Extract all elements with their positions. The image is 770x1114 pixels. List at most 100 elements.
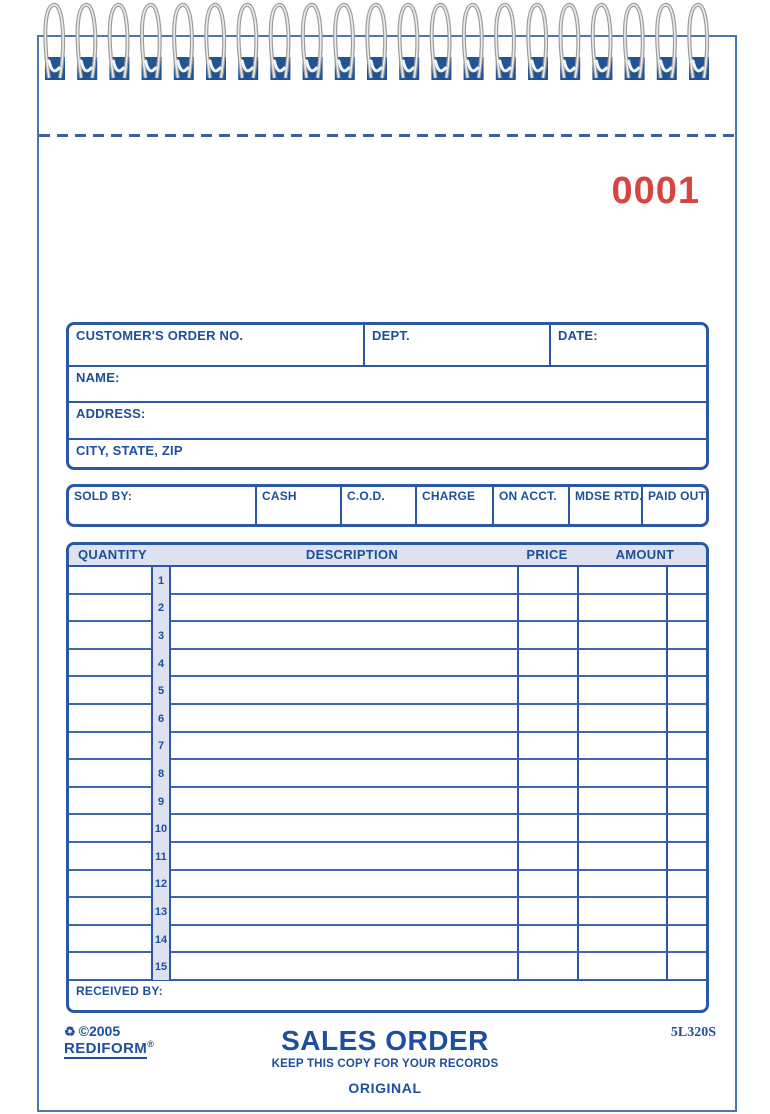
amount-cents-cell[interactable]	[668, 926, 706, 954]
price-cell[interactable]	[519, 815, 579, 843]
on-acct-checkbox-cell[interactable]: ON ACCT.	[494, 487, 570, 524]
amount-cents-cell[interactable]	[668, 622, 706, 650]
mdse-rtd-checkbox-cell[interactable]: MDSE RTD.	[570, 487, 643, 524]
description-cell[interactable]	[171, 704, 519, 733]
quantity-cell[interactable]	[69, 705, 151, 733]
price-cell[interactable]	[519, 870, 579, 899]
amount-cell[interactable]	[579, 898, 668, 926]
row-number: 14	[151, 925, 171, 954]
description-cell[interactable]	[171, 677, 519, 705]
amount-cell[interactable]	[579, 622, 668, 650]
price-cell[interactable]	[519, 677, 579, 705]
amount-cents-cell[interactable]	[668, 733, 706, 761]
amount-cents-cell[interactable]	[668, 815, 706, 843]
line-item-row: 12	[69, 870, 706, 899]
amount-cell[interactable]	[579, 704, 668, 733]
received-by-field[interactable]: RECEIVED BY:	[69, 980, 706, 1010]
description-cell[interactable]	[171, 898, 519, 926]
amount-cell[interactable]	[579, 594, 668, 623]
amount-cell[interactable]	[579, 567, 668, 595]
description-cell[interactable]	[171, 953, 519, 981]
quantity-cell[interactable]	[69, 788, 151, 816]
address-field[interactable]: ADDRESS:	[69, 403, 706, 440]
quantity-cell[interactable]	[69, 595, 151, 623]
amount-cents-cell[interactable]	[668, 677, 706, 705]
price-cell[interactable]	[519, 649, 579, 678]
price-cell[interactable]	[519, 704, 579, 733]
quantity-cell[interactable]	[69, 760, 151, 788]
amount-cents-cell[interactable]	[668, 760, 706, 788]
amount-cents-cell[interactable]	[668, 650, 706, 678]
amount-cents-cell[interactable]	[668, 871, 706, 899]
cod-checkbox-cell[interactable]: C.O.D.	[342, 487, 417, 524]
paid-out-checkbox-cell[interactable]: PAID OUT	[643, 487, 706, 524]
amount-cents-cell[interactable]	[668, 953, 706, 981]
quantity-cell[interactable]	[69, 733, 151, 761]
amount-cell[interactable]	[579, 787, 668, 816]
quantity-cell[interactable]	[69, 898, 151, 926]
perforation-line	[39, 134, 735, 137]
address-label: ADDRESS:	[76, 406, 146, 421]
quantity-cell[interactable]	[69, 622, 151, 650]
price-cell[interactable]	[519, 925, 579, 954]
price-cell[interactable]	[519, 898, 579, 926]
amount-cents-cell[interactable]	[668, 843, 706, 871]
amount-cents-cell[interactable]	[668, 595, 706, 623]
description-cell[interactable]	[171, 622, 519, 650]
line-item-row: 4	[69, 649, 706, 678]
description-cell[interactable]	[171, 760, 519, 788]
line-item-row: 13	[69, 898, 706, 926]
description-cell[interactable]	[171, 594, 519, 623]
amount-cell[interactable]	[579, 760, 668, 788]
price-cell[interactable]	[519, 787, 579, 816]
sold-by-field[interactable]: SOLD BY:	[69, 487, 257, 524]
description-cell[interactable]	[171, 649, 519, 678]
price-cell[interactable]	[519, 594, 579, 623]
quantity-cell[interactable]	[69, 677, 151, 705]
quantity-cell[interactable]	[69, 815, 151, 843]
amount-cell[interactable]	[579, 732, 668, 761]
amount-cell[interactable]	[579, 842, 668, 871]
amount-cell[interactable]	[579, 677, 668, 705]
name-field[interactable]: NAME:	[69, 367, 706, 403]
description-cell[interactable]	[171, 567, 519, 595]
description-cell[interactable]	[171, 842, 519, 871]
amount-cents-cell[interactable]	[668, 788, 706, 816]
description-cell[interactable]	[171, 815, 519, 843]
quantity-cell[interactable]	[69, 843, 151, 871]
dept-field[interactable]: DEPT.	[365, 325, 551, 365]
quantity-cell[interactable]	[69, 871, 151, 899]
name-label: NAME:	[76, 370, 120, 385]
quantity-cell[interactable]	[69, 650, 151, 678]
quantity-cell[interactable]	[69, 567, 151, 595]
quantity-cell[interactable]	[69, 953, 151, 981]
date-field[interactable]: DATE:	[551, 325, 706, 365]
description-cell[interactable]	[171, 787, 519, 816]
price-cell[interactable]	[519, 842, 579, 871]
amount-cents-cell[interactable]	[668, 705, 706, 733]
price-cell[interactable]	[519, 953, 579, 981]
price-cell[interactable]	[519, 622, 579, 650]
description-cell[interactable]	[171, 732, 519, 761]
recycle-icon: ♻	[64, 1023, 76, 1039]
price-cell[interactable]	[519, 732, 579, 761]
charge-checkbox-cell[interactable]: CHARGE	[417, 487, 494, 524]
line-item-row: 14	[69, 925, 706, 954]
price-cell[interactable]	[519, 567, 579, 595]
amount-cell[interactable]	[579, 815, 668, 843]
description-cell[interactable]	[171, 925, 519, 954]
amount-cell[interactable]	[579, 925, 668, 954]
amount-cell[interactable]	[579, 953, 668, 981]
city-state-zip-field[interactable]: CITY, STATE, ZIP	[69, 440, 706, 467]
amount-cell[interactable]	[579, 870, 668, 899]
quantity-cell[interactable]	[69, 926, 151, 954]
customer-order-no-field[interactable]: CUSTOMER'S ORDER NO.	[69, 325, 365, 365]
amount-cell[interactable]	[579, 649, 668, 678]
mdse-rtd-label: MDSE RTD.	[574, 489, 643, 503]
amount-cents-cell[interactable]	[668, 567, 706, 595]
amount-cents-cell[interactable]	[668, 898, 706, 926]
description-cell[interactable]	[171, 870, 519, 899]
cash-checkbox-cell[interactable]: CASH	[257, 487, 342, 524]
price-cell[interactable]	[519, 760, 579, 788]
row-number: 4	[151, 649, 171, 678]
